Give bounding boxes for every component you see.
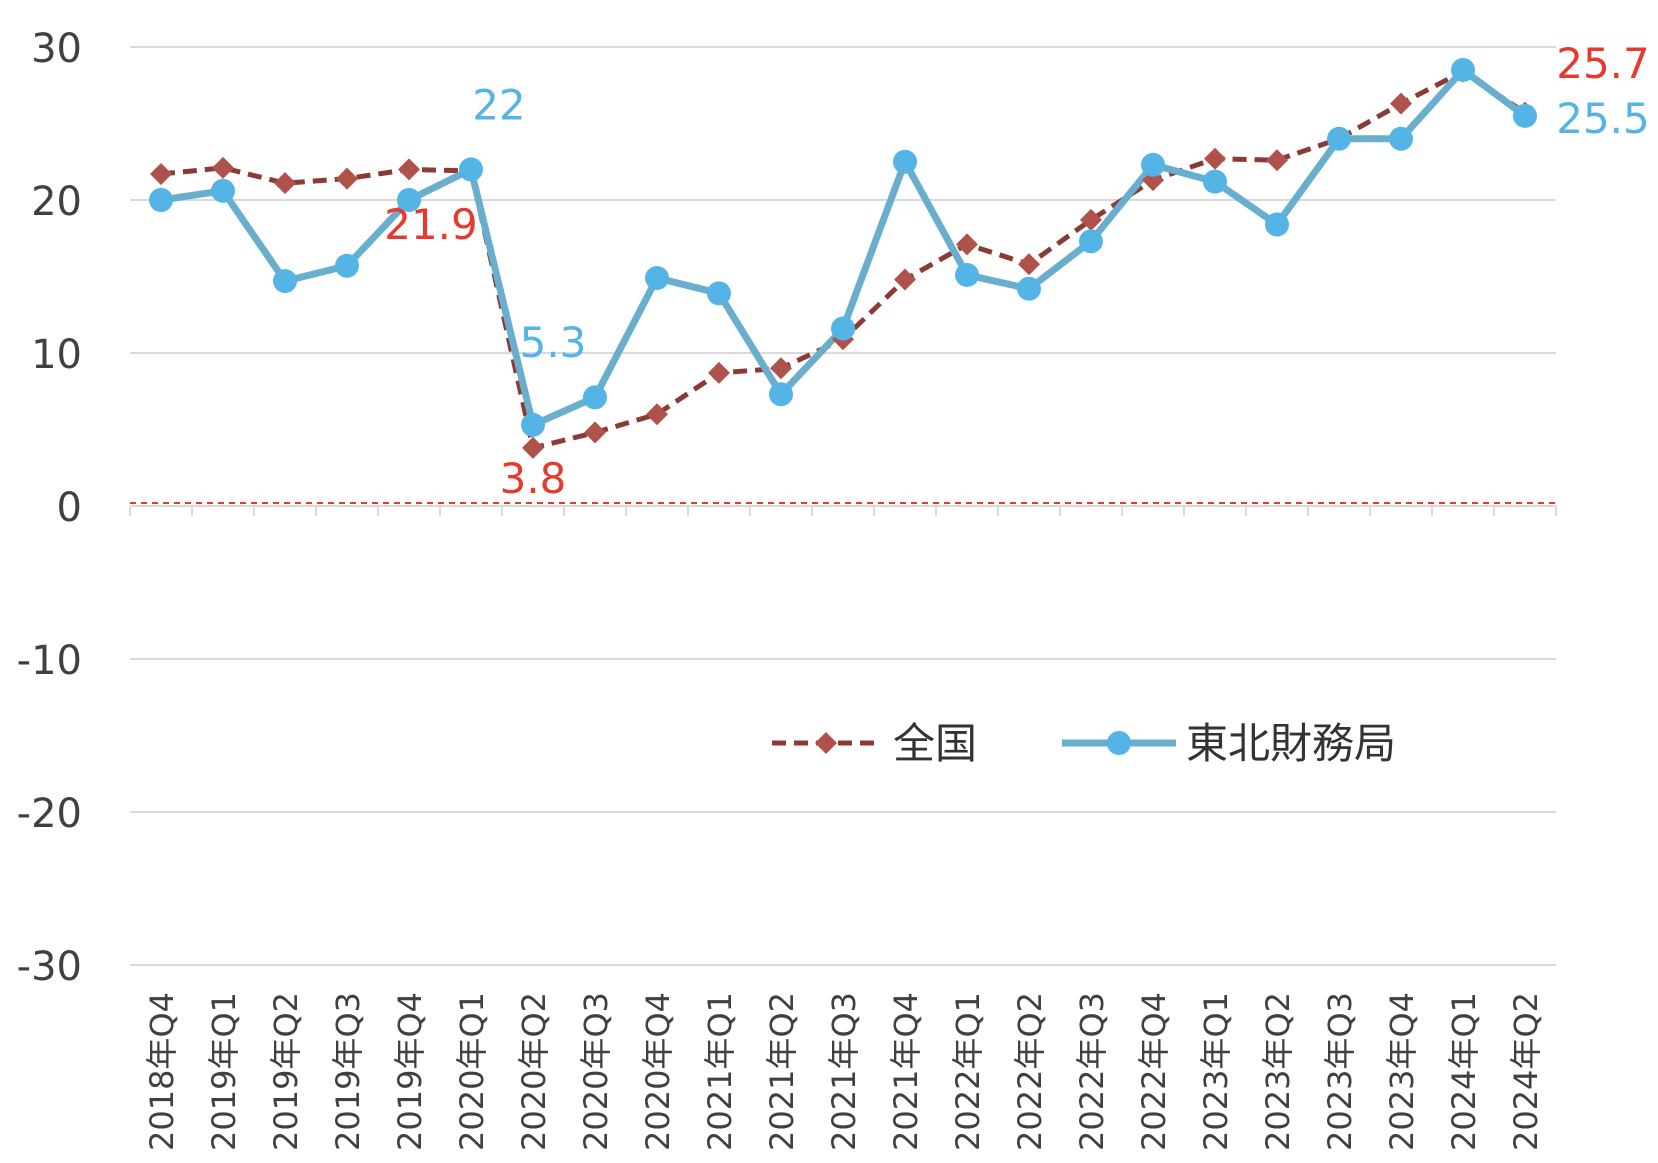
legend-marker-tohoku — [1107, 731, 1131, 755]
data-point-national — [770, 357, 792, 380]
data-point-tohoku — [1079, 229, 1103, 254]
x-tick-label: 2020年Q1 — [453, 992, 491, 1151]
y-axis-ticks: 30 20 10 0 -10 -20 -30 — [17, 26, 82, 990]
x-tick-label: 2019年Q2 — [267, 992, 305, 1151]
x-tick-label: 2021年Q2 — [763, 992, 801, 1151]
legend-label-tohoku: 東北財務局 — [1186, 719, 1396, 768]
data-point-tohoku — [211, 178, 235, 203]
x-tick-label: 2021年Q1 — [701, 992, 739, 1151]
data-point-tohoku — [583, 385, 607, 410]
data-point-tohoku — [707, 281, 731, 306]
data-point-national — [1266, 149, 1288, 172]
data-point-national — [1018, 253, 1040, 276]
data-point-tohoku — [1513, 103, 1537, 128]
x-tick-label: 2021年Q4 — [887, 992, 925, 1151]
y-tick-label: 30 — [31, 26, 82, 72]
x-tick-label: 2019年Q3 — [329, 992, 367, 1151]
x-tick-label: 2023年Q3 — [1321, 992, 1359, 1151]
data-point-national — [646, 403, 668, 426]
data-label-tohoku: 5.3 — [520, 318, 587, 367]
data-point-tohoku — [273, 269, 297, 294]
x-tick-label: 2024年Q1 — [1445, 992, 1483, 1151]
y-tick-label: -30 — [17, 944, 82, 990]
x-tick-label: 2020年Q2 — [515, 992, 553, 1151]
data-point-tohoku — [149, 188, 173, 212]
y-tick-label: 0 — [57, 485, 82, 531]
data-point-tohoku — [831, 316, 855, 341]
x-tick-label: 2022年Q2 — [1011, 992, 1049, 1151]
x-tick-label: 2024年Q2 — [1507, 992, 1545, 1151]
data-point-tohoku — [955, 262, 979, 287]
data-label-national: 25.7 — [1556, 39, 1650, 88]
data-point-tohoku — [645, 266, 669, 291]
data-point-tohoku — [1141, 152, 1165, 177]
data-point-tohoku — [1203, 169, 1227, 194]
x-tick-label: 2021年Q3 — [825, 992, 863, 1151]
x-tick-label: 2022年Q3 — [1073, 992, 1111, 1151]
x-tick-label: 2018年Q4 — [143, 992, 181, 1151]
x-tick-label: 2020年Q3 — [577, 992, 615, 1151]
data-label-national: 21.9 — [384, 200, 478, 249]
data-point-national — [708, 361, 730, 384]
gridlines — [130, 46, 1556, 966]
data-point-tohoku — [459, 157, 483, 182]
data-point-national — [522, 436, 544, 459]
x-tick-label: 2019年Q1 — [205, 992, 243, 1151]
x-tick-label: 2020年Q4 — [639, 992, 677, 1151]
x-tick-label: 2019年Q4 — [391, 992, 429, 1151]
x-tick-label: 2023年Q2 — [1259, 992, 1297, 1151]
data-point-national — [1390, 92, 1412, 115]
data-label-national: 3.8 — [500, 454, 567, 503]
data-point-tohoku — [1265, 212, 1289, 237]
data-label-tohoku: 25.5 — [1556, 94, 1650, 143]
x-axis: 2018年Q4 2019年Q1 2019年Q2 2019年Q3 2019年Q4 2020年… — [129, 502, 1557, 1151]
series-line-national — [160, 68, 1527, 451]
y-tick-label: 20 — [31, 179, 82, 225]
data-point-national — [584, 421, 606, 444]
data-label-tohoku: 22 — [472, 80, 525, 129]
data-point-tohoku — [397, 188, 421, 212]
data-point-national — [398, 158, 420, 181]
data-point-tohoku — [335, 253, 359, 278]
series-layer — [149, 57, 1537, 459]
legend-label-national: 全国 — [893, 719, 977, 768]
x-tick-label: 2022年Q4 — [1135, 992, 1173, 1151]
data-labels: 21.9 3.8 25.7 22 5.3 25.5 — [384, 39, 1650, 503]
data-point-national — [336, 167, 358, 190]
data-point-national — [1204, 147, 1226, 170]
data-point-tohoku — [1017, 276, 1041, 301]
data-point-national — [212, 156, 234, 179]
data-point-national — [894, 268, 916, 291]
data-point-national — [956, 233, 978, 256]
data-point-tohoku — [893, 149, 917, 174]
x-tick-label: 2023年Q1 — [1197, 992, 1235, 1151]
data-point-tohoku — [1327, 126, 1351, 151]
data-point-tohoku — [1389, 126, 1413, 151]
data-point-tohoku — [769, 382, 793, 407]
data-point-tohoku — [1451, 57, 1475, 82]
data-point-national — [274, 172, 296, 195]
y-tick-label: -10 — [17, 638, 82, 684]
data-point-national — [1080, 208, 1102, 231]
series-line-tohoku — [160, 66, 1528, 429]
data-point-tohoku — [521, 412, 545, 437]
x-tick-label: 2023年Q4 — [1383, 992, 1421, 1151]
y-tick-label: -20 — [17, 791, 82, 837]
data-point-national — [150, 162, 172, 185]
x-tick-label: 2022年Q1 — [949, 992, 987, 1151]
legend-marker-national — [815, 732, 837, 754]
legend: 全国 東北財務局 — [772, 719, 1396, 768]
y-tick-label: 10 — [31, 332, 82, 378]
